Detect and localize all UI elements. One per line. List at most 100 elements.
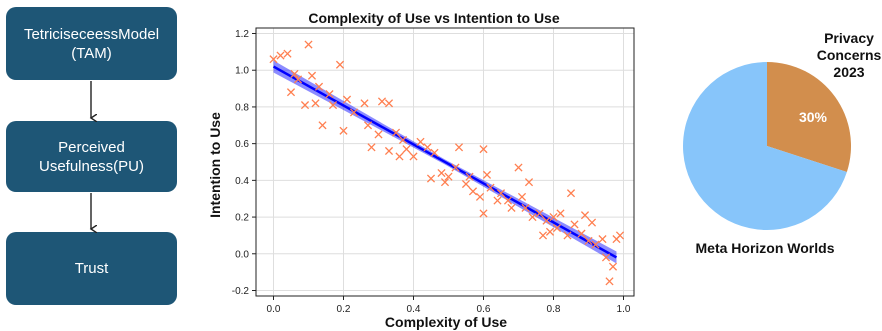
flow-box-trust: Trust bbox=[6, 232, 177, 305]
data-point bbox=[486, 183, 495, 192]
data-point bbox=[514, 163, 523, 172]
data-point bbox=[601, 253, 611, 262]
data-point bbox=[587, 218, 597, 227]
data-point bbox=[524, 178, 534, 187]
data-point bbox=[535, 209, 544, 218]
flow-box-trust-label: Trust bbox=[74, 260, 109, 277]
pie-chart: Privacy Concerns 2023 Meta Horizon Worlds … bbox=[683, 30, 882, 256]
data-point bbox=[391, 128, 401, 137]
data-point bbox=[283, 49, 292, 58]
data-point bbox=[549, 213, 558, 222]
data-point bbox=[395, 152, 404, 161]
data-point bbox=[293, 75, 303, 84]
data-point bbox=[286, 88, 296, 97]
pie-label-30-percent: 30% bbox=[799, 109, 828, 125]
data-point bbox=[339, 126, 348, 135]
data-point bbox=[566, 189, 576, 198]
data-point bbox=[563, 231, 572, 240]
data-point bbox=[398, 135, 408, 145]
data-point bbox=[584, 236, 593, 245]
data-point bbox=[580, 211, 590, 220]
data-point bbox=[451, 163, 460, 172]
data-point bbox=[465, 172, 474, 181]
x-axis-label: Complexity of Use bbox=[385, 314, 507, 330]
data-point bbox=[402, 145, 411, 154]
data-point bbox=[538, 231, 548, 240]
flow-box-pu-label: Perceived Usefulness(PU) bbox=[38, 138, 145, 175]
flow-arrows bbox=[0, 81, 190, 331]
data-point bbox=[552, 224, 562, 233]
y-tick-label: 0.4 bbox=[235, 176, 249, 187]
chart-title: Complexity of Use vs Intention to Use bbox=[308, 10, 559, 26]
x-tick-label: 0.8 bbox=[547, 304, 561, 315]
data-point bbox=[598, 235, 607, 244]
data-point bbox=[384, 99, 394, 108]
flow-box-tam-label: TetriciseceessModel (TAM) bbox=[23, 25, 160, 62]
data-point bbox=[503, 196, 513, 205]
x-tick-label: 0.2 bbox=[337, 304, 351, 315]
data-point bbox=[300, 101, 310, 110]
data-point bbox=[409, 152, 418, 161]
data-point bbox=[608, 262, 618, 271]
data-point bbox=[615, 231, 625, 240]
data-point bbox=[311, 99, 320, 108]
regression-line bbox=[272, 65, 618, 259]
y-axis-label: Intention to Use bbox=[207, 112, 223, 218]
data-point bbox=[328, 101, 338, 110]
y-tick-label: 0.0 bbox=[235, 249, 249, 260]
data-point bbox=[335, 60, 345, 69]
data-point bbox=[493, 196, 502, 205]
data-point bbox=[507, 203, 516, 212]
data-point bbox=[377, 97, 387, 106]
data-point bbox=[454, 143, 464, 152]
y-tick-label: 1.2 bbox=[235, 29, 249, 40]
data-point bbox=[342, 95, 352, 104]
data-point bbox=[496, 189, 506, 198]
pie-title: Privacy Concerns 2023 bbox=[817, 30, 882, 80]
data-point bbox=[517, 192, 527, 201]
data-point bbox=[570, 220, 579, 229]
data-point bbox=[468, 187, 478, 196]
flow-box-tam: TetriciseceessModel (TAM) bbox=[6, 7, 177, 80]
chart-points bbox=[269, 40, 625, 286]
y-tick-label: 0.6 bbox=[235, 139, 249, 150]
data-point bbox=[314, 82, 324, 91]
y-tick-label: 0.2 bbox=[235, 213, 249, 224]
data-point bbox=[542, 216, 551, 225]
data-point bbox=[444, 172, 453, 181]
data-point bbox=[325, 90, 334, 99]
data-point bbox=[276, 51, 285, 60]
y-tick-label: 0.8 bbox=[235, 102, 249, 113]
data-point bbox=[605, 277, 614, 286]
data-point bbox=[304, 40, 313, 49]
pie-slice-30-percent bbox=[767, 62, 851, 172]
data-point bbox=[528, 213, 537, 222]
chart-ticks: 0.0 0.2 0.4 0.6 0.8 1.0 -0.2 0.0 0.2 0.4 0.6 0.8 1.0… bbox=[232, 29, 631, 315]
data-point bbox=[591, 240, 600, 249]
pie-slices bbox=[683, 62, 851, 230]
x-tick-label: 0.0 bbox=[267, 304, 281, 315]
data-point bbox=[430, 148, 439, 157]
data-point bbox=[437, 168, 446, 178]
data-point bbox=[367, 143, 376, 152]
data-point bbox=[360, 99, 369, 108]
data-point bbox=[482, 170, 492, 179]
plot-frame bbox=[255, 27, 635, 297]
x-tick-label: 0.6 bbox=[477, 304, 491, 315]
pie-label-meta-horizon-worlds: Meta Horizon Worlds bbox=[696, 240, 835, 256]
data-point bbox=[384, 146, 394, 156]
data-point bbox=[269, 55, 278, 64]
data-point bbox=[307, 71, 317, 80]
y-tick-label: 1.0 bbox=[235, 66, 249, 77]
data-point bbox=[416, 137, 425, 146]
data-point bbox=[374, 130, 383, 139]
data-point bbox=[461, 179, 471, 189]
data-point bbox=[426, 174, 436, 183]
data-point bbox=[475, 192, 485, 201]
flow-box-perceived-usefulness: Perceived Usefulness(PU) bbox=[6, 121, 177, 192]
data-point bbox=[521, 203, 530, 212]
data-point bbox=[349, 108, 359, 117]
data-point bbox=[290, 69, 299, 78]
y-tick-label: -0.2 bbox=[232, 286, 250, 297]
data-point bbox=[556, 209, 565, 218]
